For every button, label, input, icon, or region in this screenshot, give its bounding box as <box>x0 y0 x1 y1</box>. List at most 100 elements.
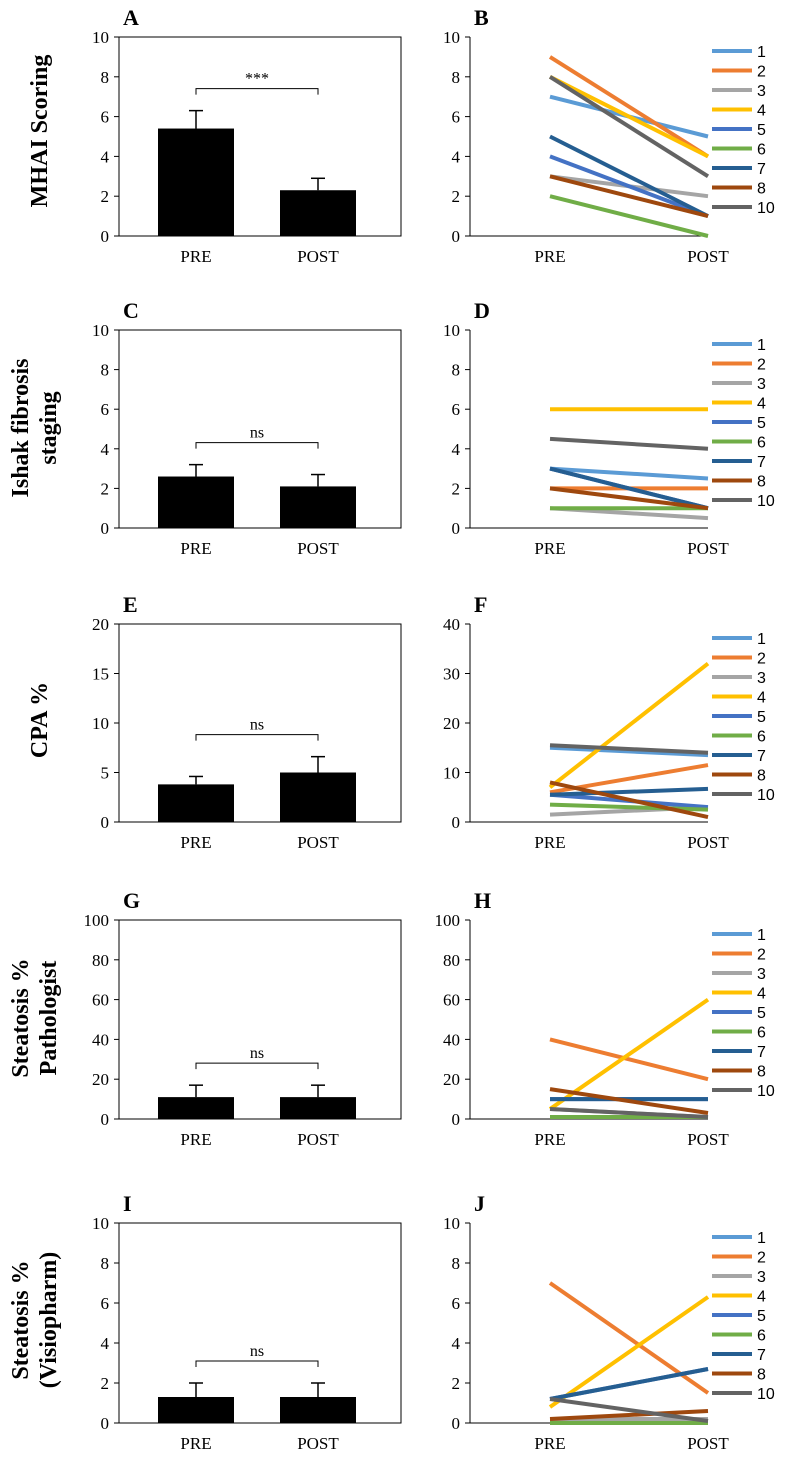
legend-label-d-5: 5 <box>757 415 766 432</box>
legend-label-j-3: 3 <box>757 1269 766 1286</box>
y-tick-label-d: 4 <box>452 440 461 459</box>
series-line-j-8 <box>549 1409 709 1421</box>
legend-label-f-4: 4 <box>757 690 766 707</box>
series-line-b-8 <box>549 174 709 219</box>
bar-g-post <box>280 1097 356 1119</box>
legend-label-d-7: 7 <box>757 454 766 471</box>
panel-letter-a: A <box>123 5 139 30</box>
bar-c-pre <box>158 476 234 528</box>
significance-label-i: ns <box>250 1343 264 1360</box>
panel-letter-h: H <box>474 888 491 913</box>
y-tick-label-h: 20 <box>443 1070 460 1089</box>
y-tick-label-j: 2 <box>452 1374 461 1393</box>
series-line-h-8 <box>549 1087 709 1116</box>
bar-c-post <box>280 486 356 528</box>
series-line-h-2 <box>549 1037 709 1082</box>
y-tick-label-g: 40 <box>92 1030 109 1049</box>
y-tick-label-a: 0 <box>101 227 110 246</box>
panel-b: B 0 2 4 6 8 10 PRE POST 1 2 3 4 5 6 7 8 10 <box>443 5 775 266</box>
x-tick-label-c: PRE <box>180 539 211 558</box>
series-line-f-10 <box>549 743 709 755</box>
series-line-j-7 <box>549 1367 709 1401</box>
y-tick-label-a: 10 <box>92 28 109 47</box>
panel-d: D 0 2 4 6 8 10 PRE POST 1 2 3 4 5 6 7 8 10 <box>443 298 775 558</box>
y-tick-label-i: 4 <box>101 1334 110 1353</box>
y-tick-label-a: 8 <box>101 68 110 87</box>
series-line-b-6 <box>549 194 709 238</box>
panel-i: I 0 2 4 6 8 10 PRE POST ns <box>92 1191 402 1453</box>
legend-label-d-6: 6 <box>757 435 766 452</box>
legend-label-f-6: 6 <box>757 729 766 746</box>
series-line-f-4 <box>548 662 710 789</box>
significance-bracket-i <box>195 1360 319 1367</box>
significance-label-a: *** <box>245 71 269 88</box>
bar-e-post <box>280 772 356 822</box>
y-tick-label-h: 40 <box>443 1030 460 1049</box>
x-tick-label-i: POST <box>297 1434 339 1453</box>
series-line-h-10 <box>549 1107 709 1120</box>
y-tick-label-b: 0 <box>452 227 461 246</box>
legend-label-f-10: 10 <box>757 787 775 804</box>
y-tick-label-e: 10 <box>92 714 109 733</box>
significance-label-e: ns <box>250 717 264 734</box>
series-line-d-7 <box>549 466 709 511</box>
y-tick-label-j: 4 <box>452 1334 461 1353</box>
y-tick-label-d: 8 <box>452 361 461 380</box>
series-line-f-8 <box>549 780 709 820</box>
y-tick-label-c: 0 <box>101 519 110 538</box>
panel-letter-e: E <box>123 592 138 617</box>
series-line-f-7 <box>549 786 709 797</box>
legend-label-j-5: 5 <box>757 1308 766 1325</box>
y-tick-label-c: 4 <box>101 440 110 459</box>
y-tick-label-g: 100 <box>84 911 110 930</box>
panel-letter-b: B <box>474 5 489 30</box>
x-tick-label-d: PRE <box>534 539 565 558</box>
y-tick-label-a: 2 <box>101 187 110 206</box>
legend-label-b-1: 1 <box>757 44 766 61</box>
legend-label-h-2: 2 <box>757 947 766 964</box>
legend-label-j-7: 7 <box>757 1347 766 1364</box>
x-tick-label-b: PRE <box>534 247 565 266</box>
x-tick-label-g: PRE <box>180 1130 211 1149</box>
legend-label-d-1: 1 <box>757 337 766 354</box>
series-line-j-4 <box>548 1295 710 1409</box>
y-tick-label-h: 100 <box>435 911 461 930</box>
legend-label-h-6: 6 <box>757 1025 766 1042</box>
significance-bracket-g <box>195 1062 319 1070</box>
legend-label-d-10: 10 <box>757 493 775 510</box>
y-tick-label-h: 80 <box>443 951 460 970</box>
plot-frame-c <box>118 329 402 529</box>
x-tick-label-e: PRE <box>180 833 211 852</box>
legend-label-f-1: 1 <box>757 631 766 648</box>
legend-label-h-5: 5 <box>757 1005 766 1022</box>
y-tick-label-e: 20 <box>92 615 109 634</box>
legend-label-d-2: 2 <box>757 357 766 374</box>
panel-g: G 0 20 40 60 80 100 PRE POST ns <box>84 888 402 1149</box>
x-tick-label-f: PRE <box>534 833 565 852</box>
legend-label-b-8: 8 <box>757 181 766 198</box>
plot-frame-i <box>118 1222 402 1424</box>
y-tick-label-c: 2 <box>101 479 110 498</box>
y-tick-label-i: 6 <box>101 1294 110 1313</box>
y-tick-label-i: 0 <box>101 1414 110 1433</box>
y-tick-label-f: 0 <box>452 813 461 832</box>
y-tick-label-e: 5 <box>101 764 110 783</box>
legend-label-f-2: 2 <box>757 651 766 668</box>
x-tick-label-a: PRE <box>180 247 211 266</box>
legend-label-j-2: 2 <box>757 1250 766 1267</box>
y-tick-label-b: 2 <box>452 187 461 206</box>
panel-c: C 0 2 4 6 8 10 PRE POST ns <box>92 298 402 558</box>
series-line-b-10 <box>548 75 710 178</box>
plot-frame-g <box>118 919 402 1120</box>
y-tick-label-c: 8 <box>101 361 110 380</box>
bar-g-pre <box>158 1097 234 1119</box>
y-tick-label-b: 8 <box>452 68 461 87</box>
y-tick-label-b: 6 <box>452 108 461 127</box>
legend-label-h-7: 7 <box>757 1044 766 1061</box>
legend-label-h-8: 8 <box>757 1064 766 1081</box>
series-line-b-5 <box>549 154 709 218</box>
legend-label-b-6: 6 <box>757 142 766 159</box>
x-tick-label-f: POST <box>687 833 729 852</box>
y-tick-label-b: 10 <box>443 28 460 47</box>
y-tick-label-b: 4 <box>452 147 461 166</box>
